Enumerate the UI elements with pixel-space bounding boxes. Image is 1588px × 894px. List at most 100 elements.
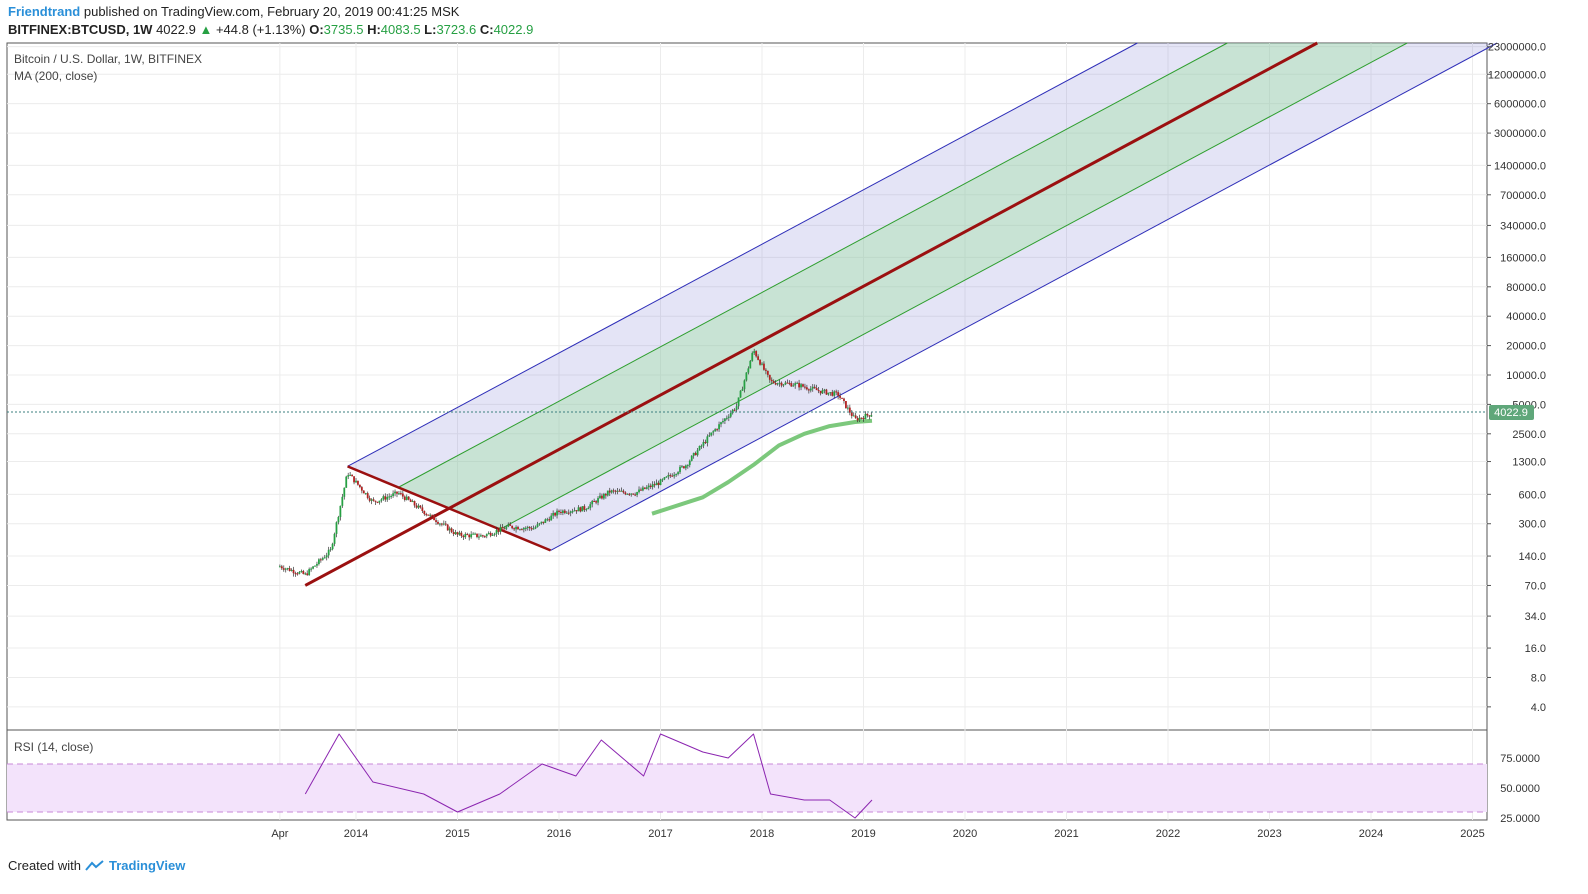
- time-tick-label: 2015: [445, 828, 469, 840]
- candle-body: [667, 475, 670, 477]
- candle-body: [327, 549, 330, 556]
- candle-body: [481, 535, 484, 537]
- candle-body: [825, 389, 828, 395]
- pitchfork-median-line: [304, 41, 1318, 587]
- candle-body: [386, 496, 389, 500]
- time-tick-label: 2019: [851, 828, 875, 840]
- candle-body: [589, 504, 592, 508]
- candle-body: [835, 391, 838, 393]
- candle-body: [792, 385, 795, 387]
- candle-body: [491, 534, 494, 536]
- high-label: H:: [367, 22, 381, 37]
- candle-body: [456, 532, 459, 535]
- candle-body: [511, 525, 514, 529]
- rsi-axis[interactable]: 75.0000 50.0000 25.0000: [1500, 753, 1540, 825]
- candle-body: [724, 418, 726, 422]
- candle-body: [472, 533, 475, 535]
- candle-body: [731, 409, 734, 414]
- candle-body: [823, 389, 826, 391]
- price-tick-label: 6000000.0: [1494, 99, 1546, 111]
- candle-body: [833, 391, 836, 396]
- tradingview-link[interactable]: TradingView: [108, 858, 186, 873]
- pitchfork-outer-fill: [347, 43, 1498, 551]
- candle-body: [368, 498, 371, 501]
- candle-body: [392, 493, 394, 496]
- candle-body: [446, 524, 449, 531]
- candle-body: [587, 507, 590, 510]
- candle-body: [741, 389, 744, 391]
- time-tick-label: 2017: [648, 828, 672, 840]
- candle-body: [733, 409, 736, 411]
- candle-body: [507, 524, 510, 527]
- candle-body: [848, 407, 851, 413]
- candle-body: [278, 566, 281, 568]
- price-tick-label: 600.0: [1518, 489, 1546, 501]
- candle-body: [606, 490, 609, 496]
- price-tick-label: 34.0: [1525, 611, 1546, 623]
- candle-body: [720, 422, 722, 425]
- candle-body: [765, 369, 767, 371]
- candle-body: [571, 511, 574, 513]
- candle-body: [515, 526, 517, 530]
- candle-body: [480, 535, 482, 537]
- candle-body: [622, 490, 625, 493]
- candle-body: [778, 382, 781, 384]
- candle-body: [569, 511, 572, 513]
- publish-date: published on TradingView.com, February 2…: [83, 4, 460, 19]
- candle-body: [425, 514, 428, 516]
- candle-body: [497, 530, 500, 532]
- candle-body: [604, 493, 607, 496]
- author-link[interactable]: Friendtrand: [8, 4, 81, 19]
- candle-body: [302, 571, 305, 574]
- candle-body: [729, 413, 732, 417]
- price-tick-label: 23000000.0: [1488, 42, 1546, 54]
- candle-body: [841, 397, 843, 399]
- price-tick-label: 20000.0: [1506, 341, 1546, 353]
- candle-body: [653, 484, 656, 486]
- candle-body: [850, 412, 853, 416]
- candle-body: [727, 416, 730, 418]
- candle-body: [624, 492, 627, 495]
- time-tick-label: 2023: [1257, 828, 1281, 840]
- rsi-tick-label: 75.0000: [1500, 753, 1540, 765]
- candle-body: [337, 517, 340, 523]
- candle-body: [628, 493, 631, 495]
- candle-body: [476, 533, 478, 538]
- candle-body: [552, 513, 555, 516]
- price-tick-label: 300.0: [1518, 519, 1546, 531]
- candle-body: [694, 452, 697, 456]
- candle-body: [399, 493, 402, 495]
- close-value: 4022.9: [493, 22, 534, 37]
- symbol-name[interactable]: BITFINEX:BTCUSD, 1W: [8, 22, 153, 37]
- candle-body: [796, 382, 799, 384]
- pitchfork[interactable]: [304, 41, 1498, 587]
- candle-body: [759, 359, 761, 365]
- candle-body: [509, 524, 512, 526]
- created-with-label: Created with: [8, 858, 81, 873]
- candle-body: [495, 530, 498, 534]
- candle-body: [505, 526, 508, 530]
- price-tick-label: 80000.0: [1506, 282, 1546, 294]
- candle-body: [439, 523, 441, 525]
- candle-body: [411, 501, 414, 503]
- rsi-line: [304, 733, 873, 819]
- candle-body: [665, 476, 668, 478]
- price-axis[interactable]: 23000000.0 12000000.0 6000000.0 3000000.0 14…: [1487, 42, 1546, 714]
- candle-body: [661, 479, 664, 481]
- candle-body: [372, 499, 375, 501]
- time-axis[interactable]: Apr 2014 2015 2016 2017 2018 2019 2020 2021 2022 2…: [271, 828, 1484, 840]
- candle-body: [433, 515, 435, 521]
- candle-body: [643, 487, 646, 489]
- candle-body: [798, 382, 800, 388]
- close-label: C:: [479, 22, 494, 37]
- candle-body: [608, 490, 611, 493]
- candle-body: [403, 496, 406, 500]
- rsi-band: [7, 764, 1487, 812]
- candle-body: [554, 513, 556, 516]
- candle-body: [396, 491, 398, 494]
- candle-body: [407, 496, 410, 500]
- price-tick-label: 1300.0: [1512, 457, 1546, 469]
- candle-body: [298, 571, 301, 574]
- candle-body: [384, 496, 387, 500]
